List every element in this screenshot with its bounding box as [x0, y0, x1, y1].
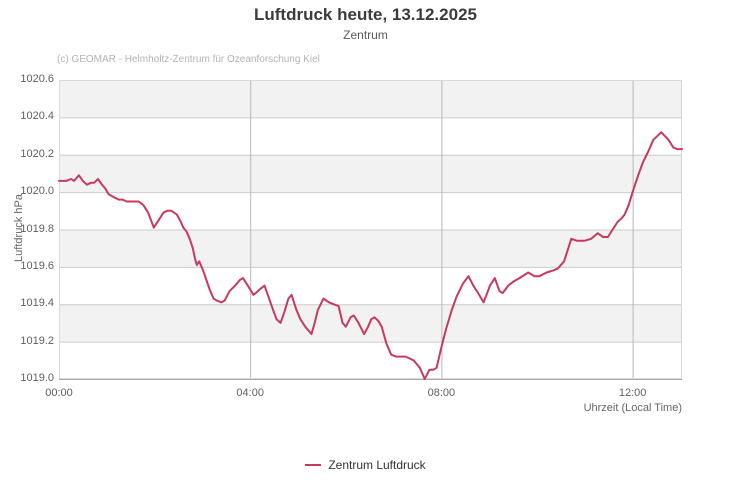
credits-text: (c) GEOMAR - Helmholtz-Zentrum für Ozean…: [57, 54, 320, 65]
plot-border: [59, 80, 682, 379]
y-tick-label: 1019.4: [20, 297, 54, 310]
y-tick-label: 1019.0: [20, 372, 54, 384]
y-tick-label: 1020.2: [20, 147, 54, 160]
y-tick-label: 1020.0: [20, 185, 54, 198]
chart-title: Luftdruck heute, 13.12.2025: [254, 5, 477, 24]
x-tick-label: 12:00: [618, 387, 647, 399]
legend-line-marker: [305, 464, 322, 466]
legend-label: Zentrum Luftdruck: [328, 458, 426, 472]
plot-band: [59, 154, 682, 193]
x-tick-label: 08:00: [427, 387, 456, 399]
series-line-zentrum-luftdruck: [58, 131, 683, 380]
x-tick-label: 04:00: [236, 387, 264, 399]
plot-band: [59, 229, 682, 267]
plot-band: [59, 80, 682, 118]
y-tick-label: 1019.2: [20, 334, 54, 347]
y-tick-label: 1019.6: [20, 259, 54, 272]
chart-subtitle: Zentrum: [343, 28, 388, 42]
x-tick-label: 00:00: [45, 387, 73, 399]
y-tick-label: 1020.6: [20, 73, 54, 85]
y-tick-label: 1019.8: [20, 222, 54, 235]
y-tick-label: 1020.4: [20, 110, 54, 123]
x-axis-title: Uhrzeit (Local Time): [583, 402, 682, 414]
legend-item-zentrum-luftdruck[interactable]: Zentrum Luftdruck: [0, 458, 731, 472]
